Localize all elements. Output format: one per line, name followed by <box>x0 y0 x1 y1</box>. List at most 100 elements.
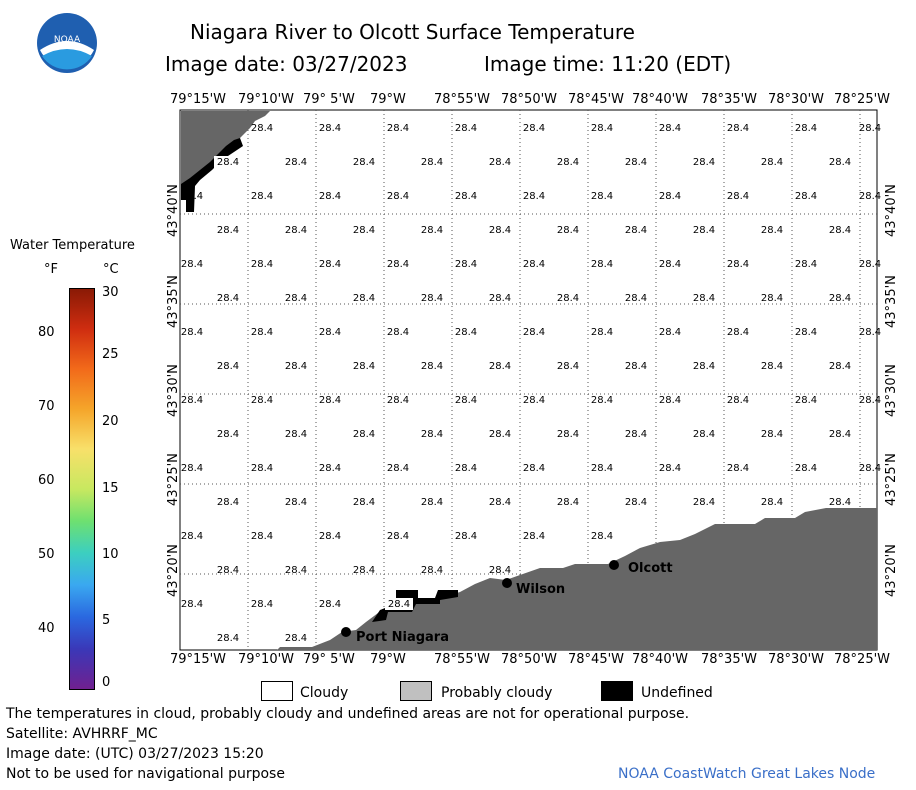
temp-value: 28.4 <box>251 327 273 338</box>
temp-value: 28.4 <box>659 395 681 406</box>
temp-value: 28.4 <box>761 361 783 372</box>
temp-value: 28.4 <box>455 395 477 406</box>
temp-value: 28.4 <box>217 293 239 304</box>
legend-c-tick: 15 <box>102 481 119 496</box>
footer-satellite: Satellite: AVHRRF_MC <box>6 726 158 742</box>
legend-f-tick: 50 <box>38 547 55 562</box>
lat-label-right: 43°30'N <box>884 364 899 417</box>
temp-value: 28.4 <box>387 395 409 406</box>
temp-value: 28.4 <box>591 259 613 270</box>
temp-value: 28.4 <box>489 293 511 304</box>
temp-value: 28.4 <box>727 191 749 202</box>
temp-value: 28.4 <box>319 191 341 202</box>
probably-cloudy-label: Probably cloudy <box>441 685 553 701</box>
lon-label-top: 78°55'W <box>434 92 491 107</box>
lon-label-bottom: 79°10'W <box>238 652 295 667</box>
cloudy-swatch <box>261 681 293 701</box>
temperature-labels: 28.4 28.4 28.4 28.4 28.4 28.4 28.4 28.4 28.4 28.4… <box>181 123 881 644</box>
temp-value: 28.4 <box>625 225 647 236</box>
temp-value: 28.4 <box>455 259 477 270</box>
temp-value: 28.4 <box>285 633 307 644</box>
temp-value: 28.4 <box>388 599 410 610</box>
temp-value: 28.4 <box>455 327 477 338</box>
temp-value: 28.4 <box>181 191 203 202</box>
temp-value: 28.4 <box>285 225 307 236</box>
image-time: Image time: 11:20 (EDT) <box>484 52 732 76</box>
lon-label-bottom: 79°W <box>370 652 406 667</box>
temp-value: 28.4 <box>693 497 715 508</box>
temp-value: 28.4 <box>217 633 239 644</box>
legend-c-tick: 0 <box>102 675 111 690</box>
temp-value: 28.4 <box>761 157 783 168</box>
temp-value: 28.4 <box>557 157 579 168</box>
lon-label-top: 78°30'W <box>768 92 825 107</box>
temp-value: 28.4 <box>659 259 681 270</box>
temp-value: 28.4 <box>387 463 409 474</box>
temp-value: 28.4 <box>693 225 715 236</box>
temp-value: 28.4 <box>795 395 817 406</box>
temp-value: 28.4 <box>489 157 511 168</box>
temp-value: 28.4 <box>421 565 443 576</box>
temp-value: 28.4 <box>217 361 239 372</box>
footer-note: The temperatures in cloud, probably clou… <box>6 706 690 722</box>
temp-value: 28.4 <box>353 293 375 304</box>
place-marker <box>609 560 619 570</box>
temp-value: 28.4 <box>285 497 307 508</box>
temp-value: 28.4 <box>829 225 851 236</box>
legend-c-tick: 25 <box>102 347 119 362</box>
noaa-logo-icon: NOAA <box>37 13 97 73</box>
temp-value: 28.4 <box>251 531 273 542</box>
temp-value: 28.4 <box>251 599 273 610</box>
lon-label-top: 79° 5'W <box>303 92 355 107</box>
temp-value: 28.4 <box>387 191 409 202</box>
temp-value: 28.4 <box>353 565 375 576</box>
cloudy-label: Cloudy <box>300 685 349 701</box>
temp-value: 28.4 <box>319 327 341 338</box>
temp-value: 28.4 <box>489 429 511 440</box>
temp-value: 28.4 <box>285 429 307 440</box>
temp-value: 28.4 <box>319 259 341 270</box>
temp-value: 28.4 <box>181 531 203 542</box>
temp-value: 28.4 <box>659 463 681 474</box>
lon-label-bottom: 78°55'W <box>434 652 491 667</box>
temp-value: 28.4 <box>829 497 851 508</box>
temp-value: 28.4 <box>693 429 715 440</box>
legend-f-tick: 60 <box>38 473 55 488</box>
temp-value-box <box>385 598 413 610</box>
temp-value: 28.4 <box>859 327 881 338</box>
lat-label-left: 43°40'N <box>166 184 181 237</box>
footer-credit: NOAA CoastWatch Great Lakes Node <box>618 766 876 782</box>
temp-value: 28.4 <box>557 429 579 440</box>
temp-value: 28.4 <box>285 293 307 304</box>
lon-label-bottom: 78°35'W <box>701 652 758 667</box>
land-nw <box>181 111 270 196</box>
temp-value: 28.4 <box>591 123 613 134</box>
temp-value: 28.4 <box>285 361 307 372</box>
temp-value: 28.4 <box>251 123 273 134</box>
temp-value: 28.4 <box>829 429 851 440</box>
legend-f-tick: 40 <box>38 621 55 636</box>
temp-value: 28.4 <box>489 565 511 576</box>
temp-value: 28.4 <box>251 259 273 270</box>
temp-value: 28.4 <box>455 463 477 474</box>
place-label: Wilson <box>516 582 565 597</box>
temperature-map: 28.4 28.4 28.4 28.4 28.4 28.4 28.4 28.4 28.4 28.4… <box>179 109 881 651</box>
temp-value: 28.4 <box>353 497 375 508</box>
temp-value: 28.4 <box>523 191 545 202</box>
temp-value: 28.4 <box>795 259 817 270</box>
temp-value: 28.4 <box>523 395 545 406</box>
land-south <box>277 508 877 650</box>
temp-value: 28.4 <box>489 225 511 236</box>
noaa-logo: NOAA <box>36 12 98 74</box>
place-markers: Port Niagara Wilson Olcott <box>341 560 673 645</box>
temp-value: 28.4 <box>795 123 817 134</box>
temp-value: 28.4 <box>523 531 545 542</box>
temp-value: 28.4 <box>557 293 579 304</box>
temp-value: 28.4 <box>523 259 545 270</box>
temp-value: 28.4 <box>181 599 203 610</box>
temp-value: 28.4 <box>319 123 341 134</box>
temp-value: 28.4 <box>859 191 881 202</box>
temp-value: 28.4 <box>727 395 749 406</box>
temp-value: 28.4 <box>761 225 783 236</box>
temp-value: 28.4 <box>727 327 749 338</box>
